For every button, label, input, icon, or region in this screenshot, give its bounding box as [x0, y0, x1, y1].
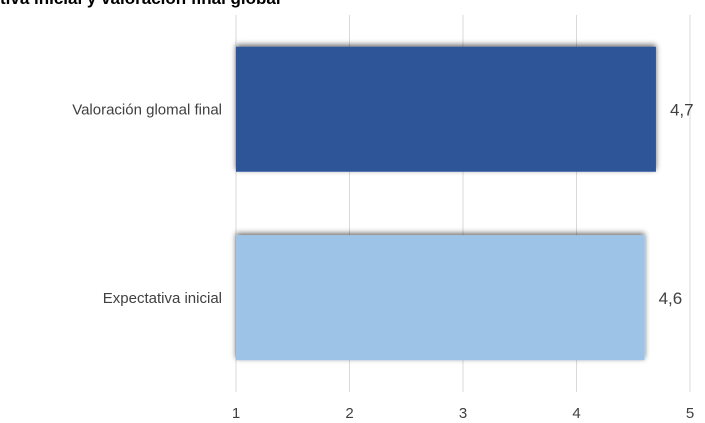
chart-title: tiva inicial y valoración final global	[0, 0, 281, 9]
category-label: Valoración glomal final	[72, 101, 222, 118]
x-tick-label: 5	[686, 405, 694, 422]
bars	[236, 46, 656, 361]
x-tick-label: 2	[345, 405, 353, 422]
data-label: 4,7	[670, 100, 694, 119]
labels: 1 2 3 4 5 Valoración glomal final 4,7 Expectati…	[72, 100, 694, 422]
category-label: Expectativa inicial	[103, 290, 222, 307]
x-tick-label: 1	[232, 405, 240, 422]
bar	[236, 235, 645, 361]
x-tick-label: 3	[459, 405, 467, 422]
data-label: 4,6	[659, 289, 683, 308]
x-tick-label: 4	[572, 405, 580, 422]
bar	[236, 46, 656, 172]
